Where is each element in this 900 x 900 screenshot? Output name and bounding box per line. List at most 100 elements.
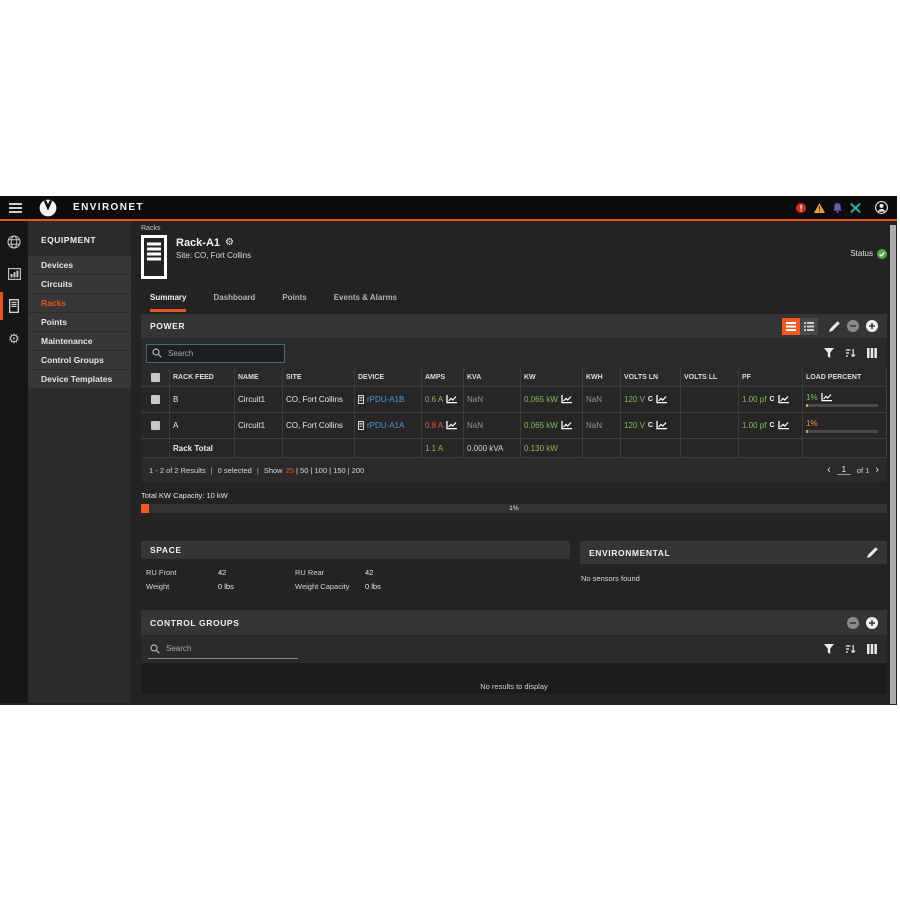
search-icon [152, 348, 162, 358]
control-groups-search[interactable] [148, 640, 298, 659]
power-search-input[interactable] [166, 347, 279, 359]
col-name[interactable]: NAME [235, 368, 283, 386]
edit-pencil-icon[interactable] [867, 547, 878, 558]
page-size-100[interactable]: 100 [308, 466, 327, 475]
warning-alarm-icon[interactable] [814, 202, 825, 213]
control-groups-title: CONTROL GROUPS [150, 617, 240, 628]
col-kwh[interactable]: KWH [583, 368, 621, 386]
trend-chart-icon[interactable] [820, 392, 832, 402]
selected-count: 0 selected [206, 466, 252, 475]
tab-dashboard[interactable]: Dashboard [213, 293, 256, 302]
rail-settings-gear-icon[interactable]: ⚙ [8, 330, 20, 346]
col-device[interactable]: DEVICE [355, 368, 422, 386]
load-percent-bar [806, 403, 878, 407]
environmental-title: ENVIRONMENTAL [589, 547, 671, 558]
power-search[interactable] [146, 343, 285, 363]
col-kw[interactable]: KW [521, 368, 583, 386]
page-size-200[interactable]: 200 [346, 466, 365, 475]
col-kva[interactable]: KVA [464, 368, 521, 386]
vertiv-logo-icon [39, 199, 57, 217]
columns-icon[interactable] [867, 348, 877, 358]
user-account-icon[interactable] [875, 201, 888, 214]
sidebar-item-device-templates[interactable]: Device Templates [28, 370, 131, 388]
trend-chart-icon[interactable] [777, 395, 789, 404]
main-content: Racks Rack-A1 ⚙ Site: CO, Fort Collins S… [131, 221, 897, 703]
col-pf[interactable]: PF [739, 368, 803, 386]
columns-icon[interactable] [867, 644, 877, 654]
rail-dashboards-icon[interactable] [0, 264, 28, 284]
rack-settings-gear-icon[interactable]: ⚙ [225, 237, 234, 248]
tab-summary[interactable]: Summary [150, 293, 187, 312]
top-bar: ENVIRONET [0, 196, 897, 221]
power-title: POWER [150, 321, 186, 331]
page-size-50[interactable]: 50 [294, 466, 308, 475]
power-pagination: 1 - 2 of 2 Results 0 selected Show 25501… [141, 458, 887, 482]
show-label: Show [252, 466, 283, 475]
remove-circle-button[interactable] [847, 320, 859, 332]
maintenance-tools-icon[interactable] [850, 202, 861, 213]
status-ok-icon [877, 249, 887, 259]
col-amps[interactable]: AMPS [422, 368, 464, 386]
sidebar-item-control-groups[interactable]: Control Groups [28, 351, 131, 369]
control-groups-panel: CONTROL GROUPS [141, 610, 887, 694]
prev-page-chevron[interactable]: ‹ [827, 463, 831, 476]
add-circle-button[interactable] [866, 616, 878, 629]
filter-funnel-icon[interactable] [824, 348, 834, 358]
power-toolbar [141, 338, 887, 368]
hamburger-menu-icon[interactable] [9, 202, 22, 213]
tab-points[interactable]: Points [282, 293, 307, 302]
select-all-checkbox[interactable] [150, 372, 160, 382]
sidebar-item-devices[interactable]: Devices [28, 256, 131, 274]
page-number-input[interactable]: 1 [836, 465, 851, 475]
trend-chart-icon[interactable] [656, 395, 667, 404]
next-page-chevron[interactable]: › [875, 463, 879, 476]
notification-bell-icon[interactable] [833, 202, 842, 213]
kw-capacity-percent: 1% [509, 505, 519, 512]
trend-chart-icon[interactable] [446, 421, 458, 430]
col-site[interactable]: SITE [283, 368, 355, 386]
edit-pencil-icon[interactable] [829, 320, 840, 332]
sidebar-item-points[interactable]: Points [28, 313, 131, 331]
filter-funnel-icon[interactable] [824, 644, 834, 654]
col-load-percent[interactable]: LOAD PERCENT [803, 368, 887, 386]
col-rack-feed[interactable]: RACK FEED [170, 368, 235, 386]
card-view-button[interactable] [782, 317, 800, 335]
table-row: B Circuit1 CO, Fort Collins rPDU-A1B 0.6… [141, 386, 887, 412]
icon-rail: ⚙ [0, 221, 28, 703]
list-view-button[interactable] [800, 317, 818, 335]
row-checkbox[interactable] [150, 421, 160, 430]
rail-racks-icon[interactable] [0, 292, 28, 320]
calculated-mark: C [769, 396, 775, 403]
rail-overview-globe-icon[interactable] [0, 232, 28, 252]
page-size-25[interactable]: 25 [285, 465, 294, 475]
load-percent-bar [806, 429, 878, 433]
remove-circle-button[interactable] [847, 616, 859, 629]
breadcrumb[interactable]: Racks [141, 225, 161, 232]
tab-events-alarms[interactable]: Events & Alarms [333, 293, 398, 302]
device-link[interactable]: rPDU-A1A [367, 421, 405, 430]
col-volts-ln[interactable]: VOLTS LN [621, 368, 681, 386]
page-size-150[interactable]: 150 [327, 466, 346, 475]
sort-icon[interactable] [845, 644, 856, 654]
power-panel-header: POWER [141, 314, 887, 338]
row-checkbox[interactable] [150, 395, 160, 404]
device-link[interactable]: rPDU-A1B [367, 395, 405, 404]
trend-chart-icon[interactable] [561, 395, 572, 404]
critical-alarm-icon[interactable] [796, 202, 806, 213]
kw-capacity-label: Total KW Capacity: 10 kW [141, 491, 228, 500]
sidebar-title: EQUIPMENT [41, 235, 97, 245]
sidebar-item-maintenance[interactable]: Maintenance [28, 332, 131, 350]
sidebar-item-racks[interactable]: Racks [28, 294, 131, 312]
control-groups-search-input[interactable] [164, 643, 296, 654]
vertical-scrollbar[interactable] [890, 225, 896, 704]
trend-chart-icon[interactable] [777, 421, 789, 430]
app-title: ENVIRONET [73, 202, 144, 213]
col-volts-ll[interactable]: VOLTS LL [681, 368, 739, 386]
sort-icon[interactable] [845, 348, 856, 358]
trend-chart-icon[interactable] [656, 421, 667, 430]
add-circle-button[interactable] [866, 320, 878, 332]
sidebar-item-circuits[interactable]: Circuits [28, 275, 131, 293]
control-groups-empty-text: No results to display [480, 682, 548, 691]
trend-chart-icon[interactable] [446, 395, 458, 404]
trend-chart-icon[interactable] [561, 421, 572, 430]
